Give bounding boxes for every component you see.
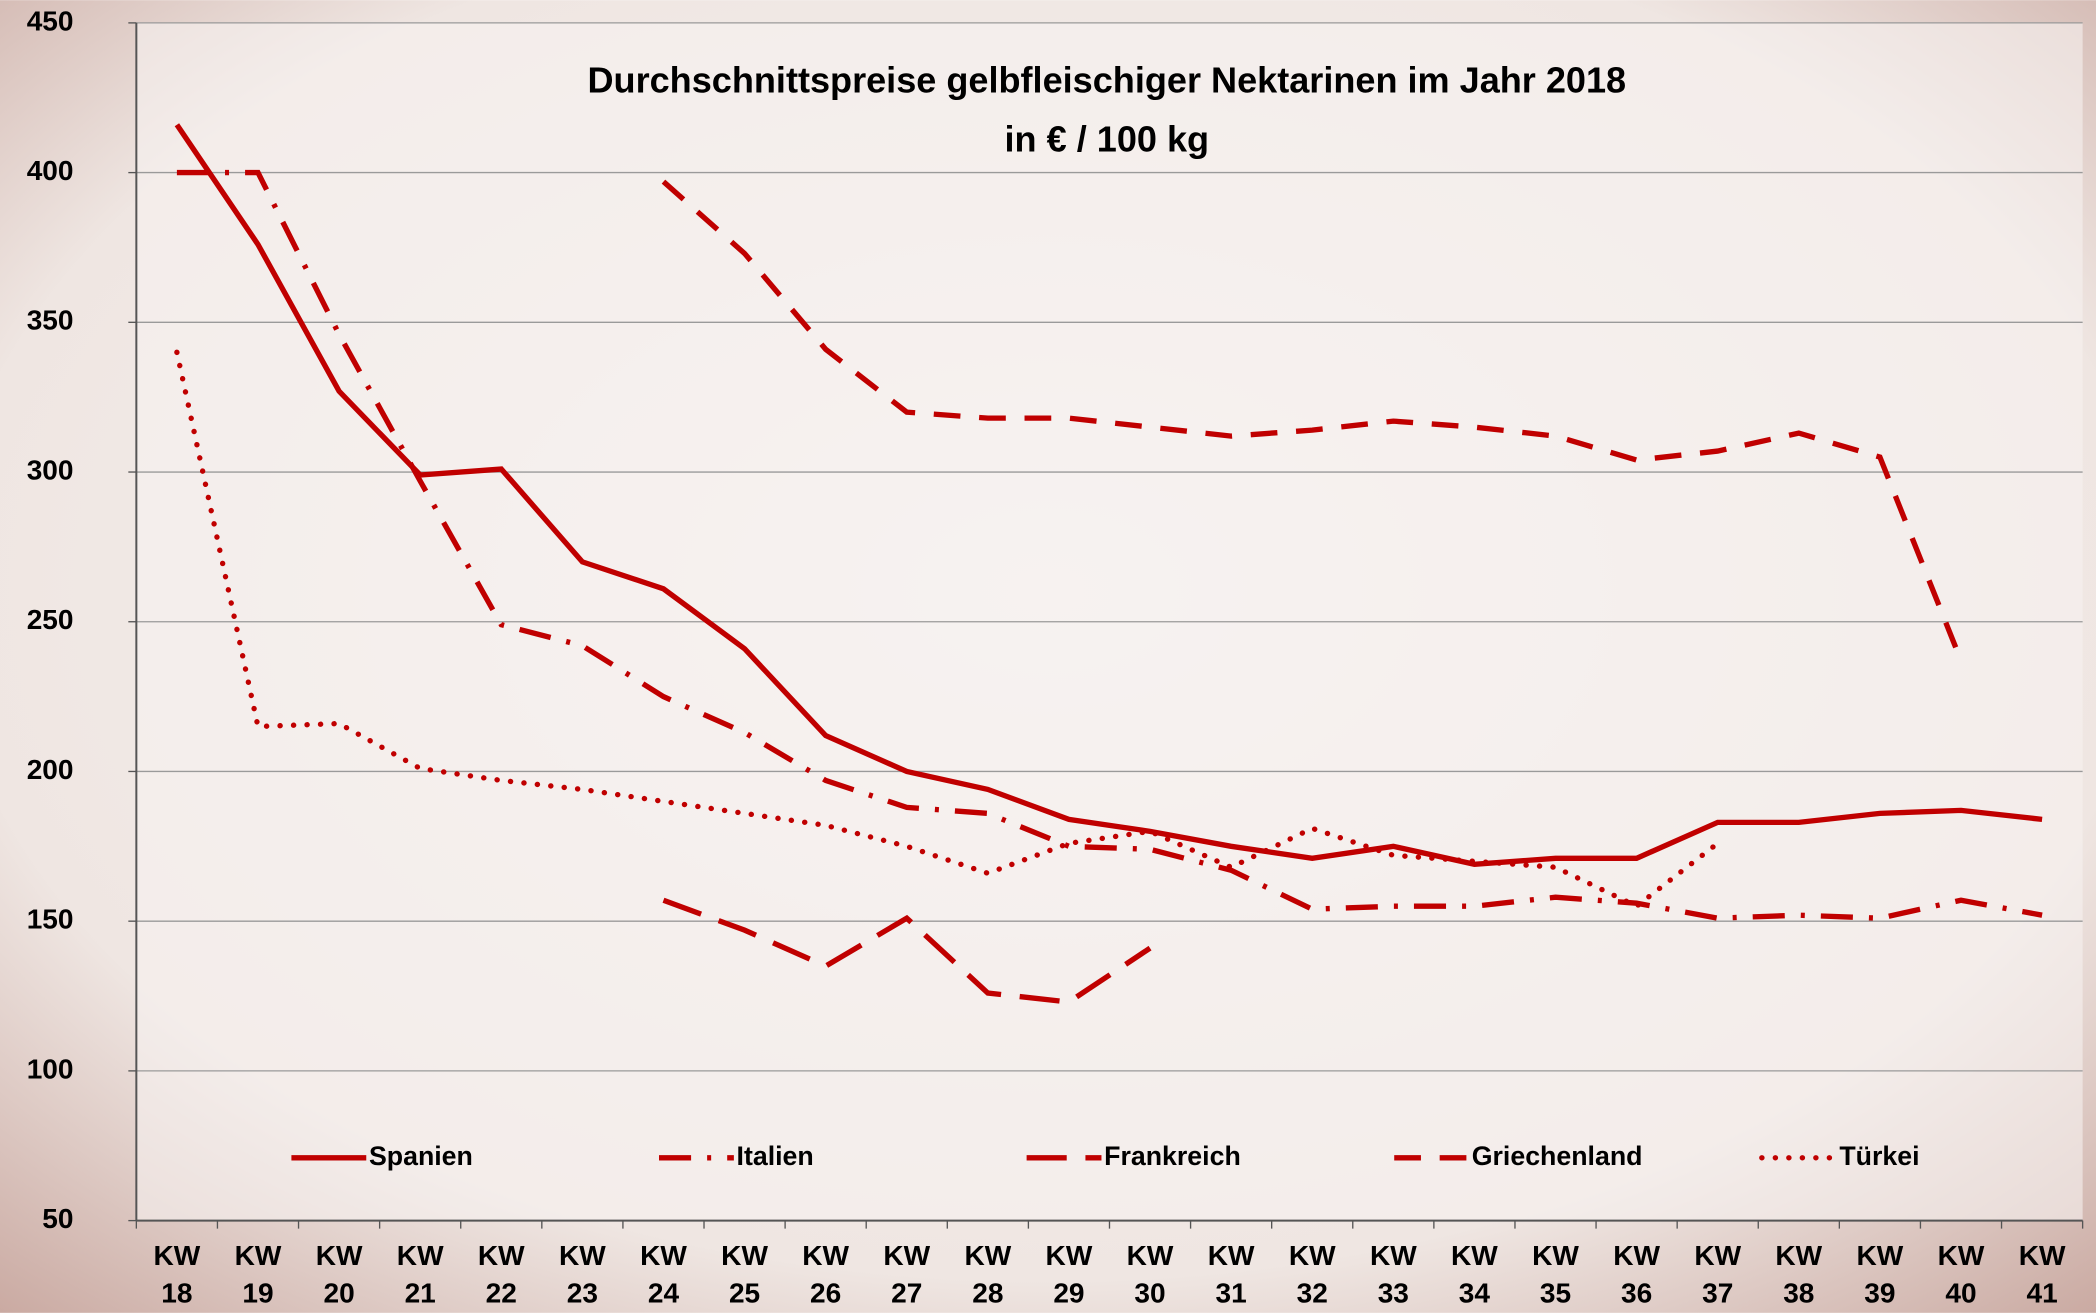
x-tick-label: KW 37 — [1694, 1240, 1741, 1308]
series-line — [174, 349, 1721, 910]
x-tick-label: KW 28 — [964, 1240, 1011, 1308]
legend-label: Griechenland — [1472, 1141, 1643, 1171]
legend-label: Türkei — [1839, 1141, 1919, 1171]
x-tick-label: KW 22 — [478, 1240, 525, 1308]
x-tick-label: KW 20 — [316, 1240, 363, 1308]
x-tick-label: KW 24 — [640, 1240, 687, 1308]
series-line — [661, 179, 1964, 662]
legend-label: Spanien — [369, 1141, 473, 1171]
x-tick-label: KW 21 — [397, 1240, 444, 1308]
y-tick-label: 200 — [27, 754, 74, 785]
x-tick-label: KW 32 — [1289, 1240, 1336, 1308]
y-tick-label: 150 — [27, 904, 74, 935]
x-tick-label: KW 36 — [1613, 1240, 1660, 1308]
x-tick-label: KW 23 — [559, 1240, 606, 1308]
series-line — [176, 169, 2043, 921]
x-tick-label: KW 31 — [1208, 1240, 1255, 1308]
series-line — [662, 897, 1152, 1005]
x-tick-label: KW 39 — [1857, 1240, 1904, 1308]
x-tick-label: KW 41 — [2019, 1240, 2066, 1308]
y-tick-label: 50 — [42, 1203, 73, 1234]
chart-title: Durchschnittspreise gelbfleischiger Nekt… — [587, 60, 1626, 101]
x-tick-label: KW 29 — [1046, 1240, 1093, 1308]
legend-label: Italien — [737, 1141, 814, 1171]
x-tick-label: KW 26 — [802, 1240, 849, 1308]
y-tick-label: 300 — [27, 454, 74, 485]
y-tick-label: 350 — [27, 305, 74, 336]
y-tick-label: 250 — [27, 604, 74, 635]
y-tick-label: 100 — [27, 1053, 74, 1084]
x-tick-label: KW 27 — [883, 1240, 930, 1308]
x-tick-label: KW 19 — [235, 1240, 282, 1308]
chart-subtitle: in € / 100 kg — [1005, 118, 1210, 159]
x-tick-label: KW 30 — [1127, 1240, 1174, 1308]
x-tick-label: KW 18 — [154, 1240, 201, 1308]
x-tick-label: KW 35 — [1532, 1240, 1579, 1308]
x-tick-label: KW 38 — [1775, 1240, 1822, 1308]
y-tick-label: 400 — [27, 155, 74, 186]
x-tick-label: KW 33 — [1370, 1240, 1417, 1308]
x-tick-label: KW 40 — [1938, 1240, 1985, 1308]
y-tick-label: 450 — [27, 5, 74, 36]
legend-label: Frankreich — [1104, 1141, 1241, 1171]
x-tick-label: KW 34 — [1451, 1240, 1498, 1308]
x-tick-label: KW 25 — [721, 1240, 768, 1308]
series-line — [174, 123, 2043, 867]
